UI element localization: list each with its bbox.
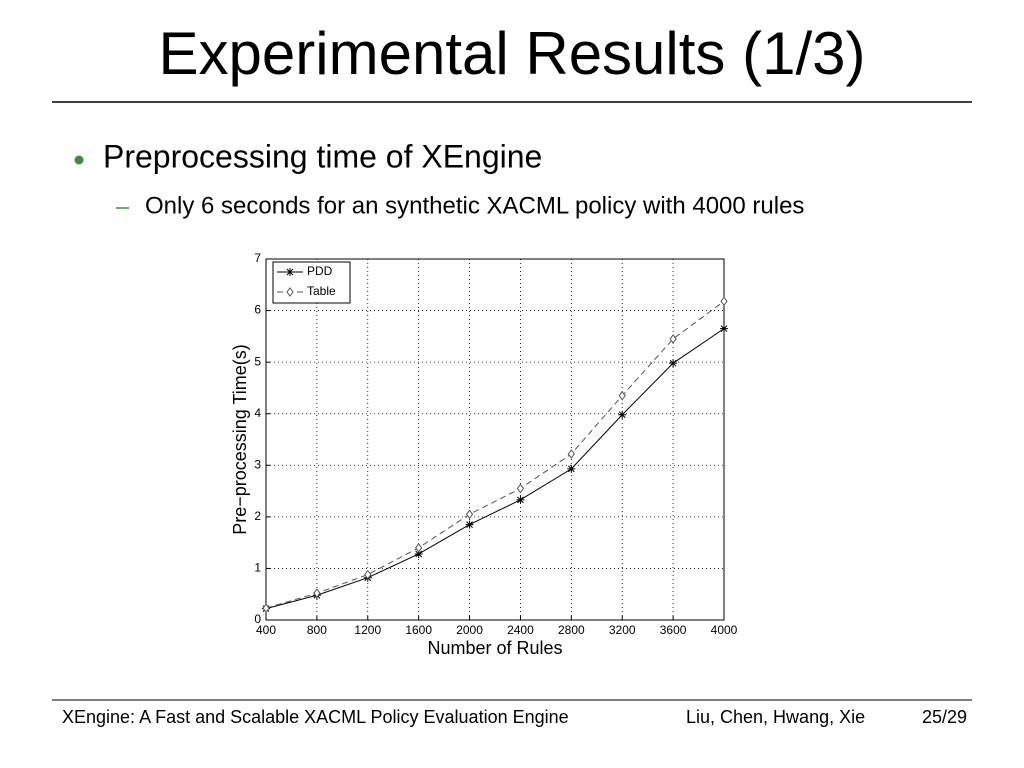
- y-tick-label: 2: [254, 509, 261, 523]
- plot-area: [266, 259, 724, 620]
- data-point: [465, 520, 474, 529]
- data-point: [262, 603, 270, 613]
- footer-title: XEngine: A Fast and Scalable XACML Polic…: [62, 707, 569, 727]
- legend-label: Table: [307, 284, 336, 298]
- data-point: [313, 588, 321, 599]
- y-tick-label: 0: [254, 612, 261, 626]
- chart: 400 800 1200 1600 2000 2400 2800 3200 3600 4000 0 1…: [230, 251, 738, 658]
- y-tick-label: 6: [254, 303, 261, 317]
- legend-label: PDD: [307, 264, 333, 278]
- x-tick-label: 3600: [660, 623, 687, 637]
- x-axis-label: Number of Rules: [427, 638, 562, 658]
- data-point: [618, 410, 627, 419]
- series-line: [265, 328, 725, 610]
- data-point: [516, 495, 525, 504]
- data-point: [364, 569, 372, 580]
- slide-title: Experimental Results (1/3): [159, 20, 866, 87]
- plot-frame: [265, 258, 725, 621]
- y-tick-label: 5: [254, 354, 261, 368]
- data-point: [669, 359, 678, 368]
- data-point: [669, 334, 677, 344]
- legend-box: [272, 261, 351, 304]
- data-point: [567, 464, 576, 473]
- data-point: [516, 483, 525, 494]
- data-point: [465, 509, 474, 520]
- data-point: [720, 296, 728, 307]
- sub-bullet-text: Only 6 seconds for an synthetic XACML po…: [145, 192, 804, 219]
- y-tick-label: 7: [254, 251, 261, 265]
- y-axis-label: Pre−processing Time(s): [230, 344, 250, 535]
- series-line: [265, 300, 725, 609]
- x-tick-label: 4000: [711, 623, 738, 637]
- x-tick-label: 800: [307, 623, 327, 637]
- footer-authors: Liu, Chen, Hwang, Xie: [686, 707, 865, 727]
- y-tick-label: 4: [254, 406, 261, 420]
- data-point: [567, 449, 575, 459]
- x-tick-label: 400: [256, 623, 276, 637]
- bullet-dot: [74, 155, 84, 165]
- y-tick-label: 1: [254, 561, 261, 575]
- x-tick-label: 2800: [558, 623, 585, 637]
- bullet-text: Preprocessing time of XEngine: [103, 138, 542, 174]
- page-number: 25/29: [922, 707, 967, 727]
- x-tick-label: 2400: [507, 623, 534, 637]
- x-tick-label: 1200: [354, 623, 381, 637]
- y-tick-label: 3: [254, 457, 261, 471]
- x-tick-label: 3200: [609, 623, 636, 637]
- x-tick-label: 1600: [405, 623, 432, 637]
- x-tick-label: 2000: [456, 623, 483, 637]
- data-point: [618, 390, 626, 401]
- data-point: [720, 324, 728, 333]
- data-point: [415, 542, 423, 553]
- data-point: [414, 549, 423, 558]
- legend-marker: [286, 268, 294, 276]
- legend-marker: [286, 287, 294, 297]
